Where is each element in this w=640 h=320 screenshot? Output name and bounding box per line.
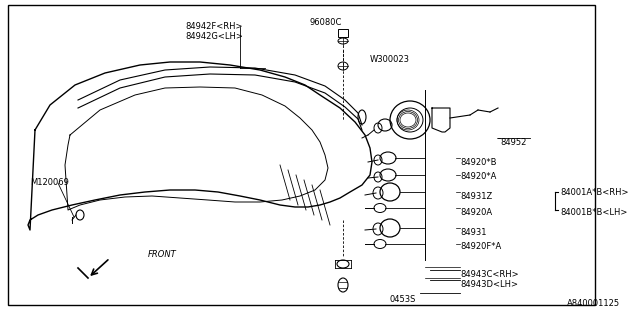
Text: 96080C: 96080C bbox=[310, 18, 342, 27]
Text: 84001A*B<RH>: 84001A*B<RH> bbox=[560, 188, 628, 197]
Text: 84952: 84952 bbox=[500, 138, 526, 147]
Text: 84931: 84931 bbox=[460, 228, 486, 237]
Text: A840001125: A840001125 bbox=[567, 299, 620, 308]
Text: 84920A: 84920A bbox=[460, 208, 492, 217]
Text: 84920*A: 84920*A bbox=[460, 172, 497, 181]
Text: 84942F<RH>: 84942F<RH> bbox=[185, 22, 243, 31]
Text: 84001B*B<LH>: 84001B*B<LH> bbox=[560, 208, 627, 217]
Bar bbox=[338, 29, 348, 37]
Text: W300023: W300023 bbox=[370, 55, 410, 64]
Text: 84942G<LH>: 84942G<LH> bbox=[185, 32, 243, 41]
Text: 84931Z: 84931Z bbox=[460, 192, 492, 201]
Text: FRONT: FRONT bbox=[148, 250, 177, 259]
Text: 84943D<LH>: 84943D<LH> bbox=[460, 280, 518, 289]
Text: M120069: M120069 bbox=[30, 178, 69, 187]
Text: 84920*B: 84920*B bbox=[460, 158, 497, 167]
Text: 84920F*A: 84920F*A bbox=[460, 242, 501, 251]
Text: 0453S: 0453S bbox=[390, 295, 417, 304]
Text: 84943C<RH>: 84943C<RH> bbox=[460, 270, 518, 279]
